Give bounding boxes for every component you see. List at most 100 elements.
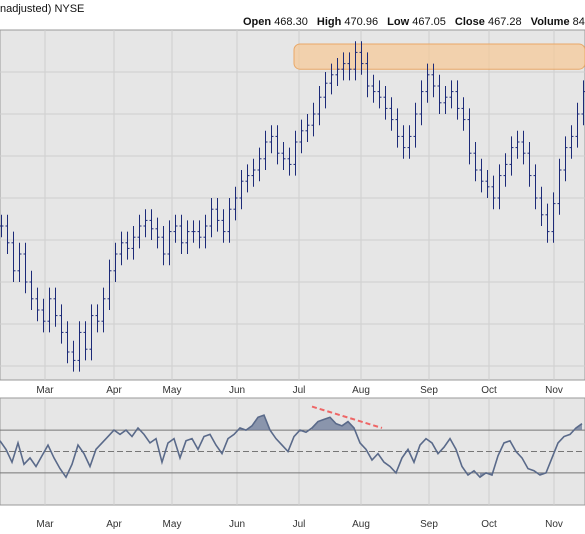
price-x-tick-label: Jul: [293, 385, 306, 396]
price-bar: [323, 72, 328, 109]
price-x-tick-label: Apr: [106, 385, 122, 396]
price-bar: [23, 242, 28, 294]
price-x-tick-label: Jun: [229, 385, 245, 396]
indicator-x-tick-label: Jun: [229, 519, 245, 530]
price-bar: [179, 214, 184, 254]
price-bar: [533, 164, 538, 210]
price-x-tick-label: Mar: [36, 385, 54, 396]
price-bar: [155, 217, 160, 249]
price-bar: [71, 340, 76, 372]
price-bar: [221, 209, 226, 243]
price-bar: [569, 125, 574, 159]
price-bar: [443, 86, 448, 114]
price-bar: [515, 130, 520, 159]
price-x-tick-label: Oct: [481, 385, 497, 396]
price-bar: [83, 321, 88, 361]
close-label: Close: [454, 16, 485, 28]
price-bar: [437, 74, 442, 114]
price-bar: [539, 186, 544, 226]
title-fragment: nadjusted): [0, 3, 52, 15]
price-bar: [287, 147, 292, 176]
price-x-tick-label: Nov: [545, 385, 563, 396]
indicator-x-tick-label: Oct: [481, 519, 497, 530]
price-bar: [227, 198, 232, 243]
indicator-x-tick-label: Nov: [545, 519, 563, 530]
price-bar: [389, 97, 394, 131]
price-bar: [41, 298, 46, 333]
price-bar: [461, 97, 466, 131]
price-bar: [299, 119, 304, 154]
price-bar: [209, 198, 214, 238]
price-bar: [413, 102, 418, 148]
price-bar: [161, 226, 166, 266]
price-bar: [167, 220, 172, 266]
price-bar: [263, 130, 268, 170]
volume-value: 84.2: [572, 16, 585, 28]
price-bar: [485, 170, 490, 198]
price-bar: [0, 214, 4, 238]
price-bar: [281, 142, 286, 170]
price-bar: [245, 164, 250, 193]
price-bar: [317, 86, 322, 126]
price-bar: [65, 321, 70, 364]
price-bar: [233, 186, 238, 221]
price-bar: [383, 86, 388, 120]
price-bar: [407, 125, 412, 159]
price-bar: [95, 304, 100, 333]
price-bar: [467, 108, 472, 165]
price-bar: [35, 287, 40, 322]
price-bar: [557, 158, 562, 215]
price-bar: [491, 175, 496, 210]
price-bar: [401, 125, 406, 159]
price-bar: [11, 231, 16, 282]
price-bar: [257, 147, 262, 182]
price-bar: [479, 158, 484, 193]
price-bar: [545, 203, 550, 243]
price-bar: [509, 136, 514, 176]
price-bar: [347, 52, 352, 81]
price-bar: [149, 209, 154, 240]
price-bar: [335, 58, 340, 86]
resistance-zone: [293, 43, 585, 70]
price-bar: [191, 220, 196, 243]
price-bar: [341, 52, 346, 81]
price-bar: [119, 231, 124, 266]
price-bar: [395, 108, 400, 148]
price-bar: [143, 209, 148, 238]
price-bar: [329, 63, 334, 95]
price-bar: [137, 214, 142, 249]
price-bar: [101, 287, 106, 333]
price-panel: Mar Apr May Jun Jul Aug Sep Oct Nov: [0, 29, 585, 396]
high-value: 470.96: [344, 16, 379, 28]
price-bar: [563, 136, 568, 182]
close-value: 467.28: [487, 16, 522, 28]
indicator-x-tick-label: Sep: [420, 519, 438, 530]
indicator-panel: Mar Apr May Jun Jul Aug Sep Oct Nov: [0, 397, 585, 530]
price-panel-background: [0, 29, 585, 381]
low-label: Low: [387, 16, 410, 28]
price-bar: [197, 220, 202, 249]
price-x-tick-label: Aug: [352, 385, 370, 396]
price-bar: [305, 114, 310, 142]
price-bar: [311, 102, 316, 137]
price-bar: [371, 74, 376, 103]
high-label: High: [316, 16, 342, 28]
price-bar: [449, 80, 454, 109]
price-bar: [239, 170, 244, 210]
price-bar: [377, 80, 382, 109]
price-bar: [77, 321, 82, 372]
indicator-x-tick-label: Aug: [352, 519, 370, 530]
price-bar: [59, 304, 64, 344]
price-bar: [185, 220, 190, 254]
price-bar: [359, 41, 364, 75]
price-bar: [47, 287, 52, 333]
exchange-label: NYSE: [54, 3, 85, 15]
price-bar: [5, 214, 10, 254]
price-bar: [431, 63, 436, 98]
indicator-x-tick-label: May: [163, 519, 182, 530]
price-bar: [521, 130, 526, 165]
price-bar: [89, 304, 94, 361]
price-x-tick-label: May: [163, 385, 182, 396]
chart-title: nadjusted) NYSE: [0, 3, 84, 15]
